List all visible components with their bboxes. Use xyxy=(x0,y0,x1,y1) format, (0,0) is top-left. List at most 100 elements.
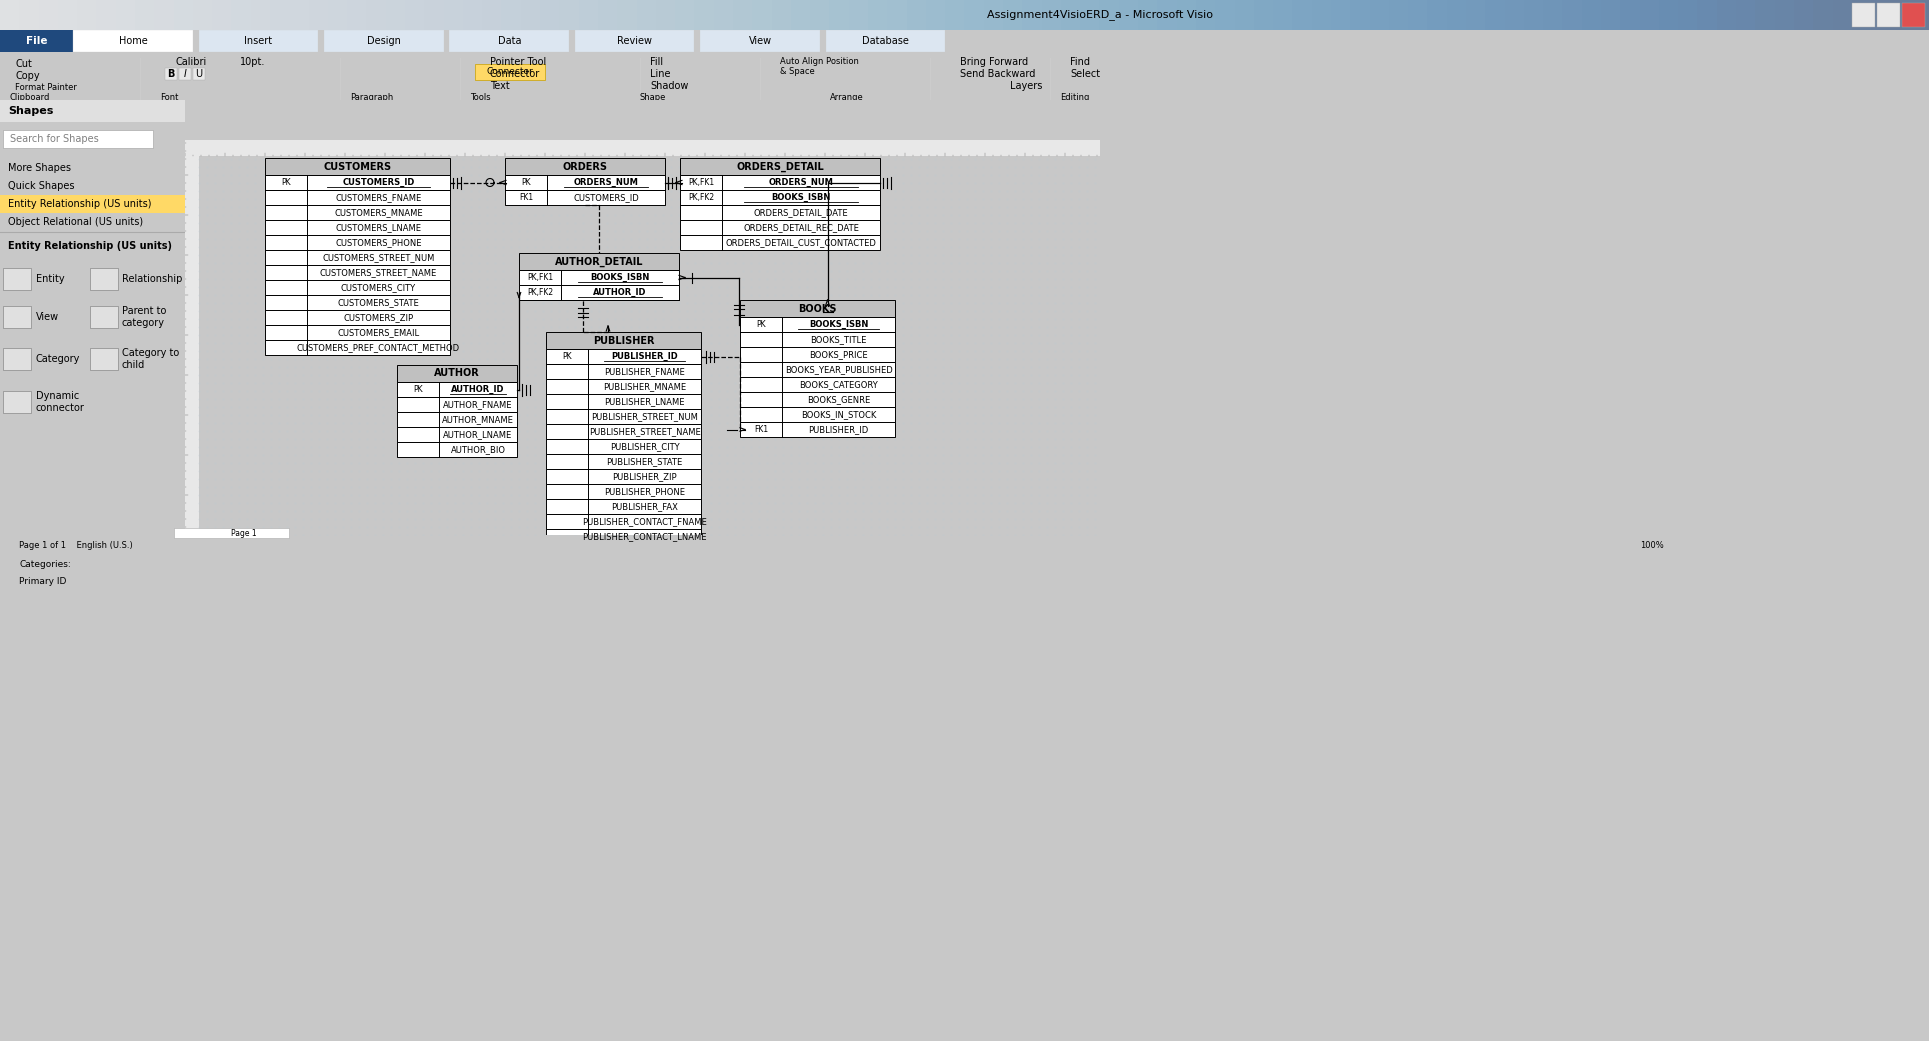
Text: CUSTOMERS_PREF_CONTACT_METHOD: CUSTOMERS_PREF_CONTACT_METHOD xyxy=(297,342,459,352)
Text: Send Backward: Send Backward xyxy=(961,69,1036,79)
Bar xyxy=(264,175,449,191)
Bar xyxy=(4,348,31,370)
Text: Tools: Tools xyxy=(471,93,490,102)
Text: CUSTOMERS_ID: CUSTOMERS_ID xyxy=(573,193,638,202)
Text: CUSTOMERS_STREET_NUM: CUSTOMERS_STREET_NUM xyxy=(322,253,434,262)
Text: PK: PK xyxy=(561,352,571,361)
Text: Dynamic
connector: Dynamic connector xyxy=(37,391,85,413)
Bar xyxy=(546,364,700,379)
Text: PUBLISHER_LNAME: PUBLISHER_LNAME xyxy=(604,397,685,406)
Bar xyxy=(505,158,666,175)
Text: Find: Find xyxy=(1071,57,1090,67)
Bar xyxy=(546,454,700,469)
Text: Clipboard: Clipboard xyxy=(10,93,50,102)
Bar xyxy=(741,392,895,407)
Bar xyxy=(519,285,679,300)
Bar xyxy=(741,377,895,392)
Text: Paragraph: Paragraph xyxy=(349,93,394,102)
Bar xyxy=(264,250,449,265)
Text: B: B xyxy=(168,69,176,79)
Bar xyxy=(741,347,895,362)
Bar xyxy=(199,30,318,52)
Bar xyxy=(264,310,449,325)
Text: I: I xyxy=(183,69,187,79)
Text: PUBLISHER_STREET_NAME: PUBLISHER_STREET_NAME xyxy=(588,427,700,436)
Bar xyxy=(1852,3,1875,27)
Text: & Space: & Space xyxy=(779,68,814,76)
Bar xyxy=(174,528,289,538)
Bar xyxy=(179,68,191,80)
Text: CUSTOMERS_LNAME: CUSTOMERS_LNAME xyxy=(336,223,422,232)
Text: PUBLISHER_CONTACT_FNAME: PUBLISHER_CONTACT_FNAME xyxy=(583,517,706,526)
Text: PUBLISHER_CITY: PUBLISHER_CITY xyxy=(610,442,679,451)
Text: AUTHOR_ID: AUTHOR_ID xyxy=(451,385,505,395)
Bar xyxy=(185,100,1100,139)
Text: Home: Home xyxy=(120,36,147,46)
Bar xyxy=(397,412,517,427)
Text: 100%: 100% xyxy=(1640,540,1663,550)
Bar xyxy=(575,30,694,52)
Bar xyxy=(264,295,449,310)
Text: Cut: Cut xyxy=(15,59,33,69)
Text: ORDERS: ORDERS xyxy=(563,161,608,172)
Text: Review: Review xyxy=(617,36,652,46)
Bar xyxy=(741,407,895,422)
Text: AUTHOR_MNAME: AUTHOR_MNAME xyxy=(442,415,513,424)
Text: BOOKS_CATEGORY: BOOKS_CATEGORY xyxy=(799,380,878,389)
Text: View: View xyxy=(37,312,60,322)
Bar xyxy=(546,409,700,424)
Text: Auto Align Position: Auto Align Position xyxy=(779,57,858,67)
Text: AUTHOR_DETAIL: AUTHOR_DETAIL xyxy=(556,256,642,266)
Bar xyxy=(4,306,31,328)
Bar xyxy=(546,379,700,393)
Text: FK1: FK1 xyxy=(754,425,768,434)
Text: AUTHOR_ID: AUTHOR_ID xyxy=(594,288,646,297)
Text: CUSTOMERS_STREET_NAME: CUSTOMERS_STREET_NAME xyxy=(320,268,438,277)
Bar xyxy=(519,253,679,270)
Bar xyxy=(264,235,449,250)
Bar xyxy=(4,130,152,148)
Text: BOOKS_YEAR_PUBLISHED: BOOKS_YEAR_PUBLISHED xyxy=(785,365,893,374)
Text: Category: Category xyxy=(37,354,81,364)
Text: Page 1 of 1    English (U.S.): Page 1 of 1 English (U.S.) xyxy=(19,540,133,550)
Bar xyxy=(264,191,449,205)
Text: View: View xyxy=(748,36,772,46)
Text: Pointer Tool: Pointer Tool xyxy=(490,57,546,67)
Text: CUSTOMERS_ZIP: CUSTOMERS_ZIP xyxy=(343,313,413,322)
Text: CUSTOMERS_MNAME: CUSTOMERS_MNAME xyxy=(334,208,422,217)
Text: PUBLISHER_STATE: PUBLISHER_STATE xyxy=(606,457,683,466)
Text: U: U xyxy=(195,69,203,79)
Bar xyxy=(681,158,880,175)
Text: ORDERS_NUM: ORDERS_NUM xyxy=(573,178,638,187)
Bar xyxy=(546,424,700,439)
Text: Parent to
category: Parent to category xyxy=(122,306,166,328)
Text: Bring Forward: Bring Forward xyxy=(961,57,1028,67)
Bar xyxy=(185,139,199,535)
Bar xyxy=(681,175,880,191)
Text: AUTHOR_BIO: AUTHOR_BIO xyxy=(451,445,505,454)
Bar xyxy=(546,469,700,484)
Text: Calibri: Calibri xyxy=(176,57,206,67)
Bar xyxy=(185,139,1100,156)
Text: Editing: Editing xyxy=(1061,93,1090,102)
Text: CUSTOMERS_STATE: CUSTOMERS_STATE xyxy=(338,298,419,307)
Text: Data: Data xyxy=(498,36,521,46)
Text: PK,FK1: PK,FK1 xyxy=(527,273,554,282)
Text: Search for Shapes: Search for Shapes xyxy=(10,134,98,144)
Text: CUSTOMERS_EMAIL: CUSTOMERS_EMAIL xyxy=(338,328,421,337)
Bar xyxy=(546,529,700,544)
Bar xyxy=(681,220,880,235)
Text: Arrange: Arrange xyxy=(829,93,864,102)
Bar xyxy=(0,30,73,52)
Bar xyxy=(741,362,895,377)
Bar xyxy=(741,300,895,318)
Text: File: File xyxy=(25,36,48,46)
Text: PK,FK2: PK,FK2 xyxy=(689,193,714,202)
Text: FK1: FK1 xyxy=(519,193,532,202)
Bar xyxy=(546,332,700,349)
Text: BOOKS_ISBN: BOOKS_ISBN xyxy=(772,193,831,202)
Bar xyxy=(681,205,880,220)
Text: Entity: Entity xyxy=(37,274,66,284)
Bar xyxy=(193,68,204,80)
Text: PK: PK xyxy=(521,178,530,187)
